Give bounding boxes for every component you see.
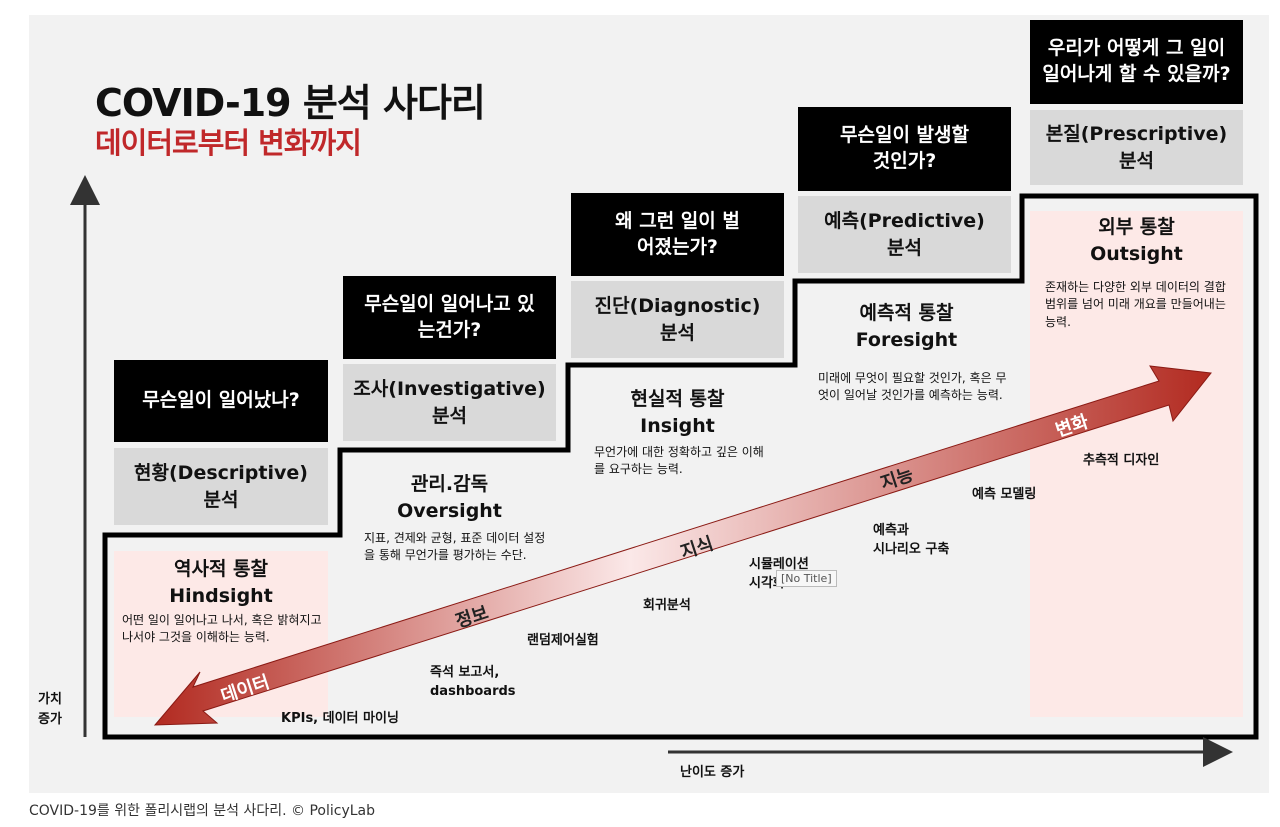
insight-hindsight-en: Hindsight	[169, 584, 273, 607]
analysis-box-diagnostic: 진단(Diagnostic) 분석	[571, 281, 784, 358]
analysis-box-prescriptive: 본질(Prescriptive) 분석	[1030, 110, 1243, 185]
question-box-4: 무슨일이 발생할 것인가?	[798, 107, 1011, 191]
insight-hindsight-desc: 어떤 일이 일어나고 나서, 혹은 밝혀지고나서야 그것을 이해하는 능력.	[122, 613, 322, 645]
technique-adhoc-reports: 즉석 보고서, dashboards	[430, 665, 516, 699]
insight-insight-desc: 무언가에 대한 정확하고 깊은 이해를 요구하는 능력.	[594, 445, 764, 477]
question-box-5: 우리가 어떻게 그 일이 일어나게 할 수 있을까?	[1030, 20, 1243, 104]
insight-foresight-desc: 미래에 무엇이 필요할 것인가, 혹은 무엇이 일어날 것인가를 예측하는 능력…	[818, 371, 1007, 403]
insight-oversight-title: 관리.감독 Oversight	[343, 471, 556, 524]
insight-oversight-desc: 지표, 견제와 균형, 표준 데이터 설정을 통해 무언가를 평가하는 수단.	[364, 531, 546, 563]
x-axis-label: 난이도 증가	[680, 765, 745, 780]
no-title-tooltip: [No Title]	[776, 570, 837, 587]
question-box-1: 무슨일이 일어났나?	[114, 360, 328, 442]
technique-kpis: KPIs, 데이터 마이닝	[281, 711, 399, 726]
technique-scenarios: 예측과 시나리오 구축	[873, 523, 950, 557]
insight-oversight-en: Oversight	[397, 499, 502, 522]
technique-simulation: 시뮬레이션 시각화	[749, 557, 809, 591]
y-axis-label: 가치 증가	[38, 692, 62, 727]
analysis-box-predictive: 예측(Predictive) 분석	[798, 196, 1011, 273]
insight-outsight-title: 외부 통찰 Outsight	[1030, 214, 1243, 267]
insight-insight-en: Insight	[640, 414, 715, 437]
outsight-background	[1030, 211, 1243, 717]
page-subtitle: 데이터로부터 변화까지	[95, 126, 362, 160]
insight-hindsight-title: 역사적 통찰 Hindsight	[114, 556, 328, 609]
insight-oversight-ko: 관리.감독	[410, 473, 489, 495]
insight-outsight-ko: 외부 통찰	[1098, 216, 1175, 238]
image-caption: COVID-19를 위한 폴리시랩의 분석 사다리. © PolicyLab	[29, 803, 376, 819]
insight-outsight-en: Outsight	[1090, 242, 1183, 265]
insight-foresight-title: 예측적 통찰 Foresight	[800, 300, 1013, 353]
technique-predictive-modeling: 예측 모델링	[972, 487, 1037, 502]
insight-insight-title: 현실적 통찰 Insight	[571, 386, 784, 439]
value-arrow	[153, 365, 1212, 726]
analysis-box-investigative: 조사(Investigative) 분석	[343, 364, 556, 441]
insight-foresight-en: Foresight	[855, 328, 958, 351]
technique-regression: 회귀분석	[643, 598, 691, 613]
insight-foresight-ko: 예측적 통찰	[859, 302, 954, 324]
insight-outsight-desc: 존재하는 다양한 외부 데이터의 결합 범위를 넘어 미래 개요를 만들어내는 …	[1045, 280, 1226, 329]
page-title: COVID-19 분석 사다리	[95, 81, 486, 125]
technique-speculative-design: 추측적 디자인	[1083, 453, 1160, 468]
question-box-3: 왜 그런 일이 벌어졌는가?	[571, 193, 784, 276]
analysis-box-descriptive: 현황(Descriptive) 분석	[114, 448, 328, 525]
insight-hindsight-ko: 역사적 통찰	[173, 558, 268, 580]
insight-insight-ko: 현실적 통찰	[630, 388, 725, 410]
technique-rct: 랜덤제어실험	[527, 633, 599, 648]
staircase-outline	[102, 193, 1259, 740]
question-box-2: 무슨일이 일어나고 있는건가?	[343, 276, 556, 359]
